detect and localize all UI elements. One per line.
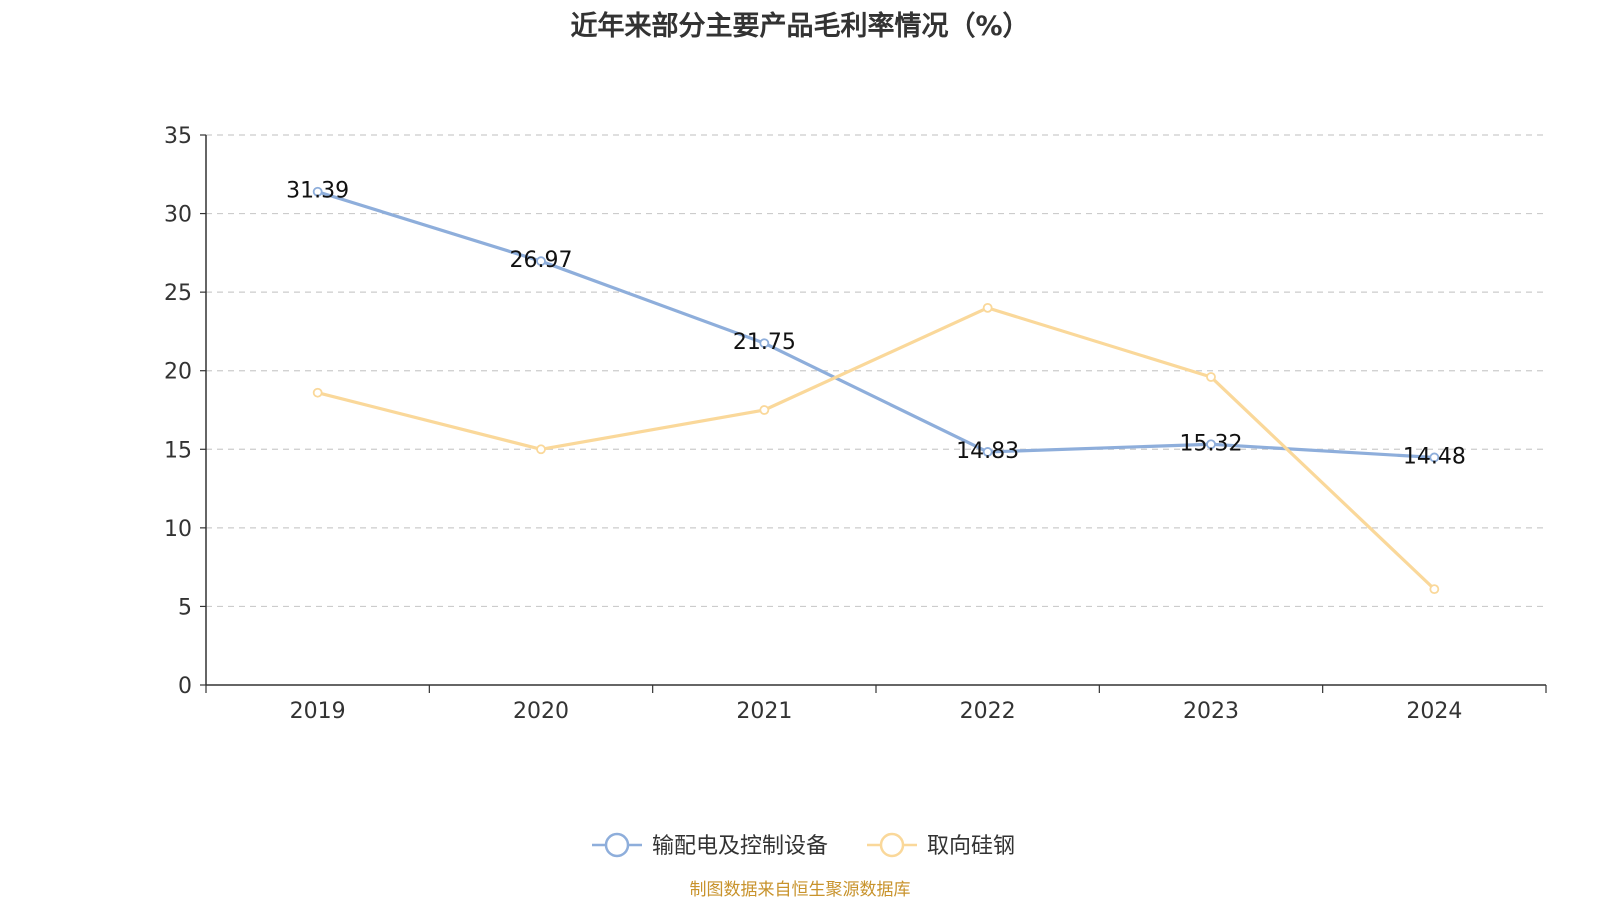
legend-label-1: 输配电及控制设备 xyxy=(652,834,828,859)
data-label: 21.75 xyxy=(733,330,796,355)
series-1-point xyxy=(312,186,323,197)
data-label: 31.39 xyxy=(286,179,349,204)
series-1-point xyxy=(759,338,770,349)
x-tick-label: 2021 xyxy=(736,699,792,724)
series-2-point xyxy=(1206,372,1216,382)
data-label: 14.83 xyxy=(956,439,1019,464)
legend-label-2: 取向硅钢 xyxy=(927,834,1015,859)
series-1-point xyxy=(1206,439,1216,450)
y-tick-label: 20 xyxy=(164,360,192,385)
data-label: 15.32 xyxy=(1180,431,1243,456)
y-tick-label: 25 xyxy=(164,281,192,306)
legend-marker-1 xyxy=(604,832,630,858)
y-tick-label: 15 xyxy=(164,438,192,463)
y-tick-label: 0 xyxy=(178,674,192,699)
y-tick-label: 35 xyxy=(164,124,192,149)
x-tick-label: 2019 xyxy=(290,699,346,724)
y-tick-label: 5 xyxy=(178,595,192,620)
chart-title: 近年来部分主要产品毛利率情况（%） xyxy=(570,11,1030,42)
legend-marker-2 xyxy=(879,832,905,858)
series-1-point xyxy=(536,256,546,267)
x-tick-label: 2022 xyxy=(960,699,1016,724)
x-tick-label: 2024 xyxy=(1406,699,1462,724)
series-1-point xyxy=(1429,452,1440,463)
series-2-point xyxy=(759,405,770,415)
series-2-point xyxy=(312,387,323,398)
series-2-point xyxy=(536,444,546,455)
series-1-point xyxy=(982,447,993,457)
series-line-2 xyxy=(317,306,1436,591)
data-label: 14.48 xyxy=(1403,444,1466,469)
series-2-point xyxy=(982,302,993,313)
data-source-note: 制图数据来自恒生聚源数据库 xyxy=(689,880,911,900)
x-tick-label: 2020 xyxy=(513,699,569,724)
data-label: 26.97 xyxy=(510,248,573,273)
y-tick-label: 30 xyxy=(164,203,192,228)
series-line-1 xyxy=(317,190,1435,460)
series-2-point xyxy=(1429,584,1440,595)
y-tick-label: 10 xyxy=(164,517,192,542)
x-tick-label: 2023 xyxy=(1183,699,1239,724)
